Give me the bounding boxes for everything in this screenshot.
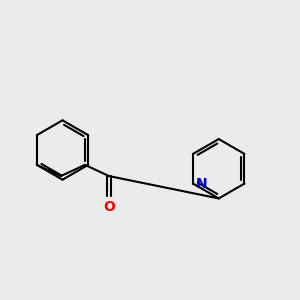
Text: O: O — [103, 200, 115, 214]
Text: N: N — [196, 177, 208, 190]
